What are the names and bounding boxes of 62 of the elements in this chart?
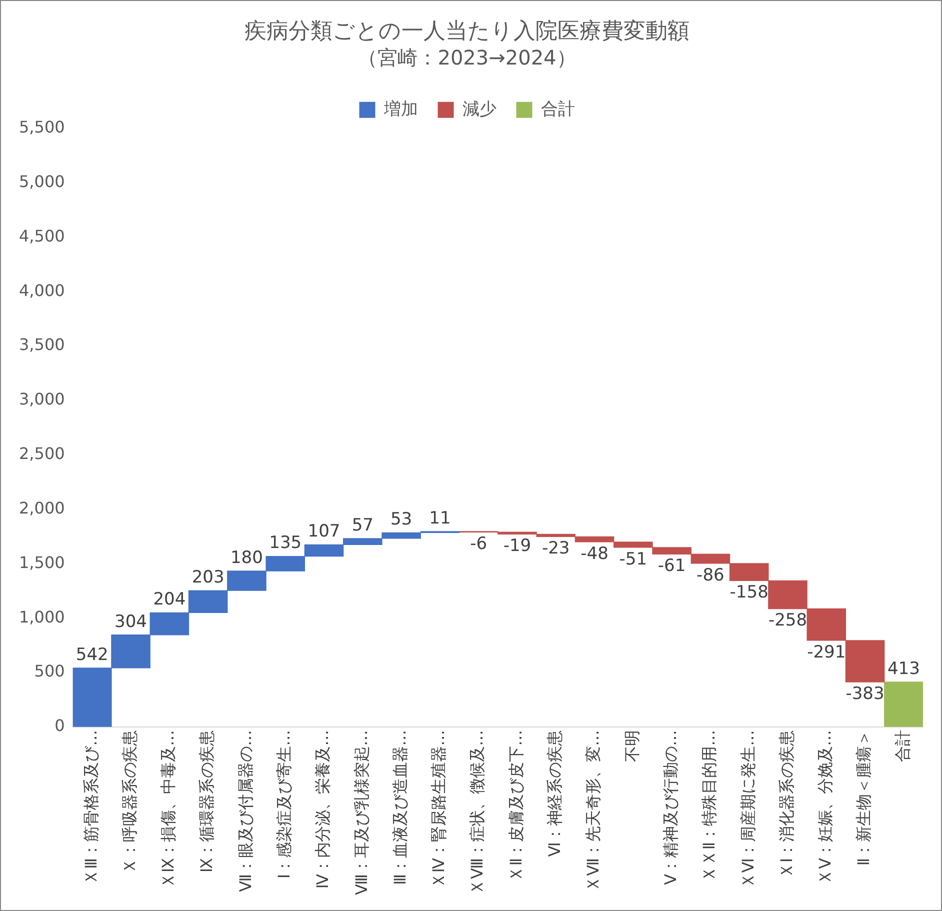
data-label: -158 bbox=[730, 582, 768, 603]
data-label: 304 bbox=[114, 612, 147, 632]
data-label: -6 bbox=[470, 534, 488, 554]
y-tick-label: 3,000 bbox=[18, 390, 65, 409]
data-label: -23 bbox=[542, 538, 570, 559]
x-tick-label: ＸⅨ：損傷、中毒及… bbox=[158, 730, 178, 889]
legend-label: 増加 bbox=[382, 99, 418, 120]
data-label: 11 bbox=[429, 508, 451, 528]
chart-subtitle: （宮崎：2023→2024） bbox=[358, 46, 576, 70]
x-tick-label: Ⅷ：耳及び乳様突起… bbox=[352, 730, 371, 896]
data-label: -258 bbox=[768, 610, 808, 631]
x-tick-label: Ⅵ：神経系の疾患 bbox=[545, 730, 564, 857]
x-tick-label: ＸⅤ：妊娠、分娩及… bbox=[816, 730, 835, 885]
x-tick-label: ＸⅥ：周産期に発生… bbox=[738, 730, 758, 889]
x-tick-label: ＸＸⅡ：特殊目的用… bbox=[700, 730, 719, 882]
data-label: 204 bbox=[153, 590, 186, 610]
legend-label: 合計 bbox=[540, 99, 575, 120]
x-tick-label: ＸⅡ：皮膚及び皮下… bbox=[506, 730, 526, 882]
data-label: 180 bbox=[230, 548, 263, 568]
data-label: -48 bbox=[580, 544, 608, 564]
x-tick-label: ＸⅠ：消化器系の疾患 bbox=[776, 730, 796, 879]
data-label: -383 bbox=[846, 684, 884, 704]
y-tick-label: 3,500 bbox=[18, 335, 65, 354]
data-label: 413 bbox=[887, 658, 920, 679]
bar bbox=[884, 682, 923, 727]
y-tick-label: 1,500 bbox=[18, 552, 65, 572]
x-tick-label: 合計 bbox=[892, 730, 912, 762]
x-tick-label: Ⅶ：眼及び付属器の… bbox=[236, 730, 255, 892]
data-label: -19 bbox=[503, 536, 532, 556]
y-tick-label: 4,000 bbox=[18, 280, 65, 300]
y-tick-label: 5,000 bbox=[18, 172, 65, 191]
x-tick-label: 不明 bbox=[622, 730, 642, 762]
data-label: -86 bbox=[696, 565, 724, 586]
data-label: 135 bbox=[269, 533, 302, 554]
data-label: 203 bbox=[192, 567, 224, 588]
x-tick-label: Ⅲ：血液及び造血器… bbox=[390, 730, 410, 885]
y-tick-label: 5,500 bbox=[18, 118, 65, 137]
x-tick-label: ＸⅧ：症状、徴候及… bbox=[468, 730, 487, 896]
y-tick-label: 2,000 bbox=[18, 498, 65, 518]
data-label: -51 bbox=[619, 549, 648, 570]
y-tick-label: 1,000 bbox=[18, 607, 65, 626]
x-tick-label: Ⅸ：循環器系の疾患 bbox=[197, 730, 216, 873]
x-tick-label: Ⅰ：感染症及び寄生… bbox=[274, 730, 294, 879]
data-label: 107 bbox=[308, 522, 340, 542]
x-tick-label: Ⅴ：精神及び行動の… bbox=[660, 730, 680, 885]
x-tick-label: ＸⅣ：腎尿路生殖器… bbox=[429, 730, 448, 889]
y-tick-label: 500 bbox=[34, 662, 65, 681]
x-tick-label: Ⅳ：内分泌、栄養及… bbox=[313, 730, 332, 889]
legend-label: 減少 bbox=[462, 99, 496, 120]
y-tick-label: 2,500 bbox=[18, 444, 65, 464]
data-label: 53 bbox=[390, 510, 412, 530]
data-label: 57 bbox=[352, 515, 374, 536]
x-tick-label: Ⅱ：新生物＜腫瘍＞ bbox=[854, 730, 874, 866]
x-tick-label: ＸⅢ：筋骨格系及び… bbox=[81, 730, 100, 885]
data-label: 542 bbox=[76, 644, 108, 665]
y-tick-label: 0 bbox=[54, 716, 65, 736]
data-label: -291 bbox=[807, 642, 846, 662]
chart-title: 疾病分類ごとの一人当たり入院医療費変動額 bbox=[244, 18, 690, 44]
y-tick-label: 4,500 bbox=[18, 226, 65, 246]
x-tick-label: Ｘ：呼吸器系の疾患 bbox=[120, 730, 139, 874]
x-tick-label: ＸⅦ：先天奇形、変… bbox=[584, 730, 603, 892]
data-label: -61 bbox=[658, 556, 686, 576]
